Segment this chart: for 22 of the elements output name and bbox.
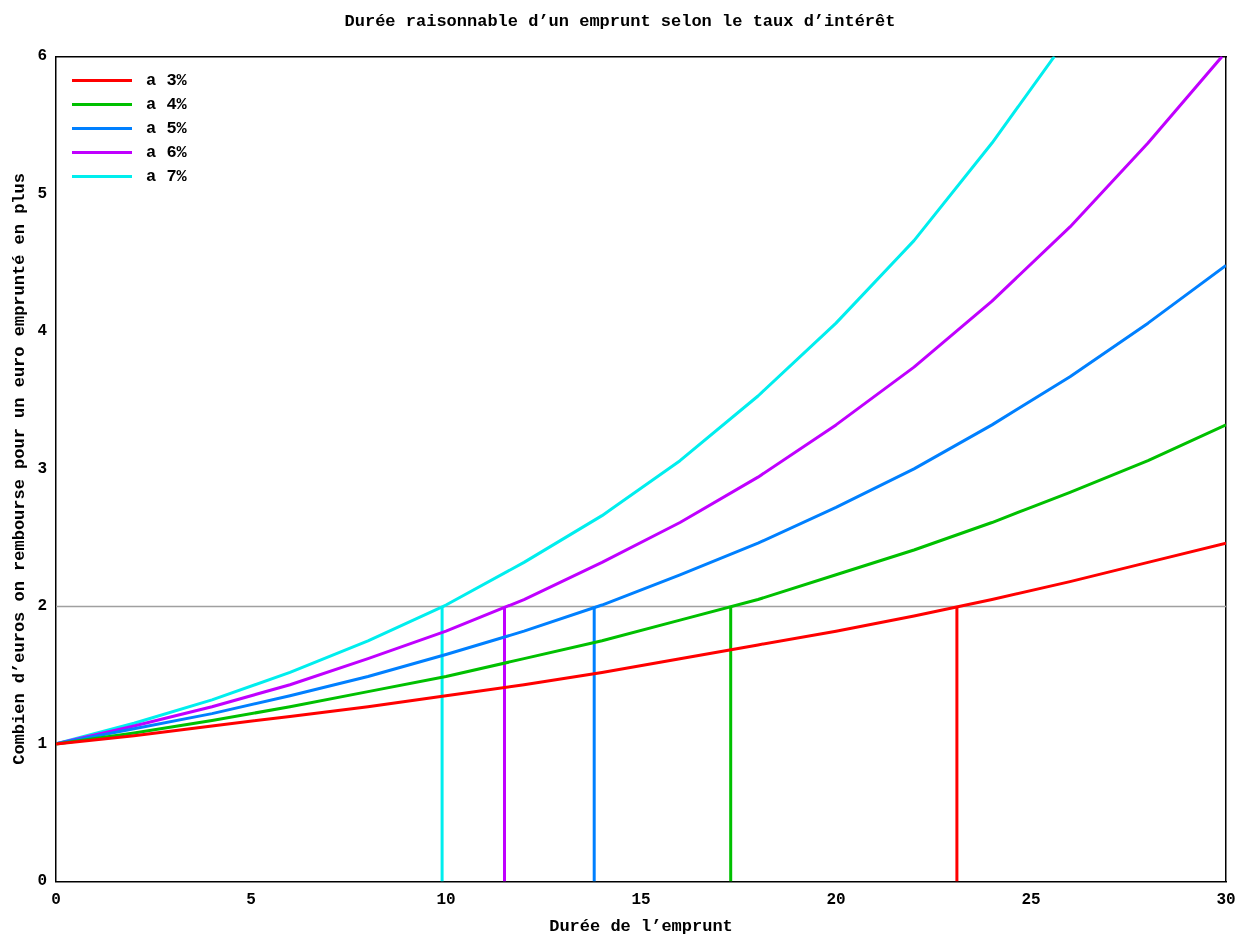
- y-tick-label: 3: [37, 459, 47, 478]
- x-tick-label: 5: [246, 891, 256, 910]
- x-tick-label: 0: [51, 891, 61, 910]
- legend-label: a 6%: [146, 142, 188, 162]
- x-tick-label: 10: [436, 891, 456, 910]
- y-tick-label: 1: [37, 734, 47, 753]
- y-tick-label: 4: [37, 322, 48, 341]
- y-tick-label: 6: [37, 47, 47, 66]
- legend-label: a 7%: [146, 166, 188, 186]
- legend-label: a 3%: [146, 70, 188, 90]
- y-tick-label: 0: [37, 872, 47, 891]
- legend-label: a 4%: [146, 94, 188, 114]
- y-axis-title: Combien d’euros on rembourse pour un euro emprunté en plus: [10, 173, 30, 765]
- x-axis-title: Durée de l’emprunt: [549, 917, 733, 937]
- x-tick-label: 15: [631, 891, 651, 910]
- chart-title: Durée raisonnable d’un emprunt selon le taux d’intérêt: [344, 12, 896, 32]
- y-tick-label: 5: [37, 184, 47, 203]
- x-tick-label: 20: [826, 891, 846, 910]
- legend-label: a 5%: [146, 118, 188, 138]
- x-tick-label: 30: [1216, 891, 1236, 910]
- y-tick-label: 2: [37, 597, 47, 616]
- x-tick-label: 25: [1021, 891, 1041, 910]
